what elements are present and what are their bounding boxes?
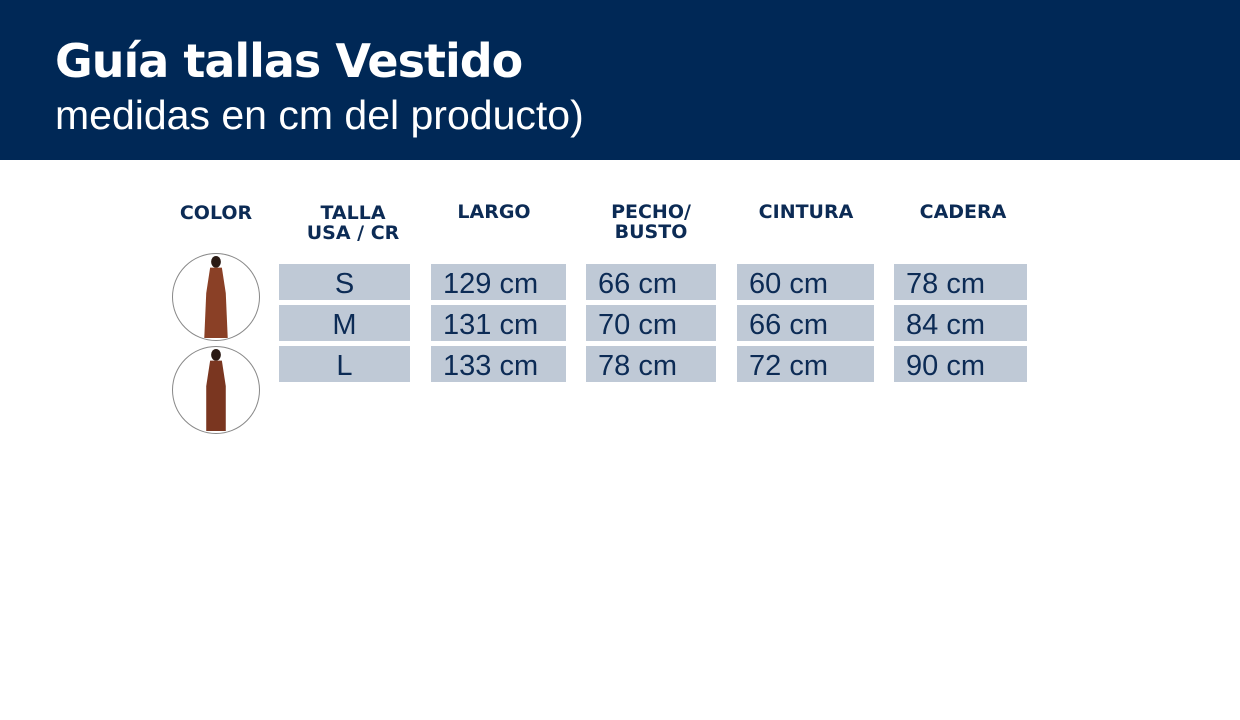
cell-largo: 131 cm xyxy=(431,305,566,341)
page-title: Guía tallas Vestido xyxy=(55,34,523,88)
column-header-talla: TALLA USA / CR xyxy=(306,202,400,244)
cell-pecho: 78 cm xyxy=(586,346,716,382)
color-swatch-dress-1 xyxy=(172,253,260,341)
color-swatch-dress-2 xyxy=(172,346,260,434)
cell-largo: 129 cm xyxy=(431,264,566,300)
column-header-cintura: CINTURA xyxy=(758,201,854,223)
cell-cintura: 60 cm xyxy=(737,264,874,300)
cell-pecho: 66 cm xyxy=(586,264,716,300)
column-header-pecho: PECHO/ BUSTO xyxy=(611,201,691,243)
cell-talla: L xyxy=(279,346,410,382)
cell-pecho: 70 cm xyxy=(586,305,716,341)
cell-cadera: 90 cm xyxy=(894,346,1027,382)
header-banner: Guía tallas Vestido medidas en cm del pr… xyxy=(0,0,1240,160)
cell-talla: S xyxy=(279,264,410,300)
cell-cadera: 78 cm xyxy=(894,264,1027,300)
column-header-color: COLOR xyxy=(179,202,253,224)
page-subtitle: medidas en cm del producto) xyxy=(55,92,584,138)
cell-talla: M xyxy=(279,305,410,341)
cell-cintura: 66 cm xyxy=(737,305,874,341)
cell-largo: 133 cm xyxy=(431,346,566,382)
cell-cintura: 72 cm xyxy=(737,346,874,382)
column-header-largo: LARGO xyxy=(457,201,531,223)
column-header-cadera: CADERA xyxy=(919,201,1007,223)
cell-cadera: 84 cm xyxy=(894,305,1027,341)
